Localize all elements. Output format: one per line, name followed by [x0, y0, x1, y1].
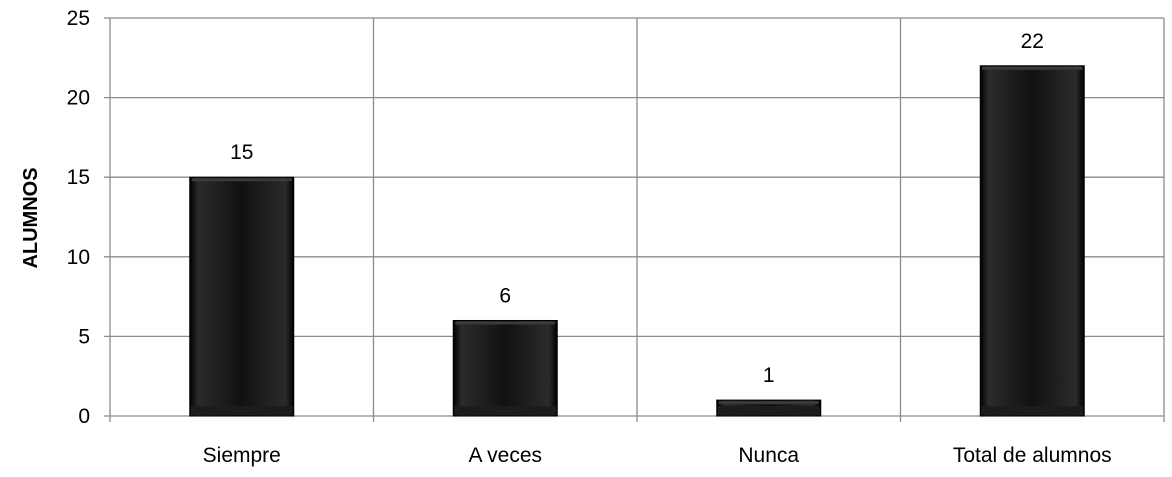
x-tick-label: Siempre: [203, 444, 281, 467]
bars: [189, 65, 1085, 417]
data-label: 1: [763, 364, 775, 387]
x-axis-ticks: Siempre A veces Nunca Total de alumnos: [203, 444, 1112, 467]
data-label: 22: [1021, 30, 1044, 53]
x-tick-label: Total de alumnos: [953, 444, 1112, 467]
bar: [979, 65, 1085, 417]
y-axis-ticks: 0 5 10 15 20 25: [67, 7, 90, 428]
y-tick-label: 15: [67, 166, 90, 189]
y-tick-label: 25: [67, 7, 90, 30]
x-tick-label: Nunca: [738, 444, 799, 467]
x-tick-label: A veces: [468, 444, 542, 467]
data-labels: 15 6 1 22: [230, 30, 1044, 387]
y-axis-title: ALUMNOS: [20, 167, 42, 268]
y-tick-label: 10: [67, 246, 90, 269]
bar: [716, 399, 822, 417]
y-tick-label: 5: [78, 325, 90, 348]
bar: [452, 319, 558, 417]
bar: [189, 176, 295, 417]
y-tick-label: 20: [67, 87, 90, 110]
data-label: 6: [499, 284, 511, 307]
y-tick-label: 0: [78, 405, 90, 428]
data-label: 15: [230, 141, 253, 164]
